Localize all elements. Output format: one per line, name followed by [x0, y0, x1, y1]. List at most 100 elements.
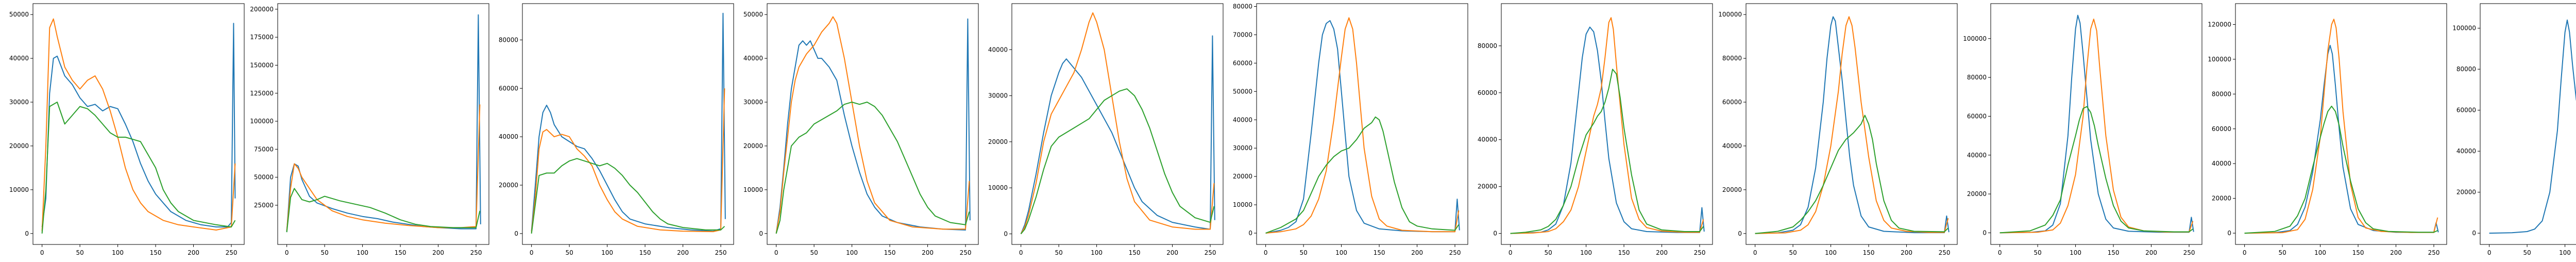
- series-line-orange: [1510, 17, 1704, 234]
- series-group: [1510, 17, 1705, 234]
- y-tick-label: 75000: [254, 145, 274, 153]
- y-tick-label: 60000: [1722, 99, 1742, 106]
- x-tick-label: 150: [2352, 249, 2364, 256]
- series-line-green: [286, 188, 481, 233]
- y-tick-label: 20000: [1233, 173, 1252, 180]
- y-tick-label: 0: [2472, 230, 2476, 237]
- y-tick-label: 100000: [2452, 25, 2476, 32]
- y-tick-label: 30000: [9, 99, 29, 106]
- x-tick-label: 200: [2390, 249, 2402, 256]
- x-tick-label: 50: [1055, 249, 1062, 256]
- x-tick-label: 150: [1618, 249, 1630, 256]
- y-tick-label: 40000: [1478, 136, 1497, 143]
- y-tick-label: 40000: [1967, 152, 1987, 159]
- histogram-panel-4: 0 50 100 150 200 250 0 10000 20000 30000 40000 5000…: [743, 3, 979, 256]
- y-tick-label: 50000: [254, 174, 274, 181]
- series-line-orange: [1999, 19, 2194, 234]
- x-tick-label: 250: [960, 249, 972, 256]
- series-line-green: [1999, 106, 2194, 234]
- x-tick-label: 0: [530, 249, 534, 256]
- y-tick-label: 60000: [1967, 112, 1987, 120]
- x-tick-label: 100: [1825, 249, 1837, 256]
- series-line-blue: [2489, 19, 2576, 234]
- x-tick-label: 100: [2559, 249, 2571, 256]
- x-tick-label: 250: [470, 249, 482, 256]
- y-tick-label: 40000: [2456, 148, 2476, 155]
- y-tick-label: 100000: [1718, 11, 1742, 18]
- y-tick-label: 50000: [9, 11, 29, 18]
- y-tick-label: 0: [1738, 230, 1742, 237]
- x-tick-label: 250: [1205, 249, 1216, 256]
- y-tick-label: 100000: [250, 118, 274, 125]
- series-line-orange: [1265, 17, 1460, 234]
- histogram-panel-7: 0 50 100 150 200 250 0 20000 40000 60000 80000: [1478, 3, 1713, 256]
- x-tick-label: 250: [226, 249, 238, 256]
- x-tick-label: 50: [1299, 249, 1307, 256]
- y-tick-label: 80000: [2456, 66, 2476, 73]
- y-tick-label: 30000: [988, 92, 1008, 100]
- y-tick-label: 50000: [743, 11, 763, 18]
- plot-frame: [1501, 3, 1713, 245]
- series-line-orange: [1020, 12, 1215, 234]
- x-tick-label: 100: [2314, 249, 2326, 256]
- y-tick-label: 60000: [1233, 59, 1252, 67]
- x-tick-label: 0: [774, 249, 778, 256]
- y-tick-label: 20000: [2212, 195, 2231, 202]
- series-group: [1020, 12, 1215, 235]
- histogram-panel-8: 0 50 100 150 200 250 0 20000 40000 60000 80000 1000…: [1718, 3, 1958, 256]
- histogram-panel-9: 0 50 100 150 200 250 0 20000 40000 60000 80000 1000…: [1963, 3, 2202, 256]
- y-tick-label: 10000: [1233, 201, 1252, 208]
- histogram-panel-11: 0501001502002500200004000060000800001000…: [2452, 3, 2576, 256]
- y-tick-label: 80000: [1233, 3, 1252, 10]
- x-tick-label: 100: [846, 249, 858, 256]
- y-tick-label: 175000: [250, 34, 274, 41]
- y-tick-label: 150000: [250, 61, 274, 69]
- series-line-green: [1265, 116, 1460, 234]
- y-tick-label: 50000: [1233, 88, 1252, 95]
- x-tick-label: 200: [922, 249, 934, 256]
- histogram-panel-5: 0 50 100 150 200 250 0 10000 20000 30000 40000: [988, 3, 1224, 256]
- y-tick-label: 60000: [2456, 107, 2476, 114]
- series-line-blue: [531, 12, 726, 232]
- x-tick-label: 50: [2523, 249, 2531, 256]
- x-tick-label: 250: [1694, 249, 1706, 256]
- y-tick-label: 0: [514, 230, 518, 237]
- plot-frame: [1256, 3, 1468, 245]
- plot-frame: [1011, 3, 1224, 245]
- x-tick-label: 150: [1129, 249, 1141, 256]
- y-tick-label: 60000: [1478, 89, 1497, 96]
- plot-frame: [522, 3, 734, 245]
- series-line-green: [1510, 69, 1704, 234]
- x-tick-label: 150: [1863, 249, 1875, 256]
- series-line-blue: [1755, 16, 1950, 234]
- x-tick-label: 100: [1091, 249, 1103, 256]
- y-tick-label: 25000: [254, 202, 274, 209]
- x-tick-label: 250: [1449, 249, 1461, 256]
- x-tick-label: 150: [150, 249, 162, 256]
- x-tick-label: 150: [1374, 249, 1385, 256]
- y-tick-label: 80000: [1722, 55, 1742, 62]
- series-group: [531, 12, 726, 234]
- y-tick-label: 0: [1493, 230, 1497, 237]
- series-line-green: [531, 158, 725, 234]
- y-tick-label: 10000: [743, 186, 763, 193]
- x-tick-label: 0: [1753, 249, 1757, 256]
- series-line-orange: [1755, 16, 1949, 234]
- histogram-panel-1: 0 50 100 150 200 250 0 10000 20000 30000 40000 5000…: [9, 3, 245, 256]
- y-tick-label: 20000: [499, 182, 518, 189]
- x-tick-label: 50: [2278, 249, 2286, 256]
- plot-frame: [1990, 3, 2202, 245]
- plot-frame: [2480, 3, 2576, 245]
- series-line-blue: [1999, 14, 2194, 234]
- x-tick-label: 150: [639, 249, 651, 256]
- x-tick-label: 100: [1580, 249, 1592, 256]
- y-tick-label: 20000: [2456, 189, 2476, 196]
- y-tick-label: 40000: [9, 55, 29, 62]
- x-tick-label: 150: [2108, 249, 2120, 256]
- y-tick-label: 100000: [1963, 35, 1987, 42]
- y-tick-label: 40000: [1233, 116, 1252, 123]
- y-tick-label: 20000: [9, 142, 29, 150]
- x-tick-label: 0: [1509, 249, 1513, 256]
- y-tick-label: 70000: [1233, 31, 1252, 38]
